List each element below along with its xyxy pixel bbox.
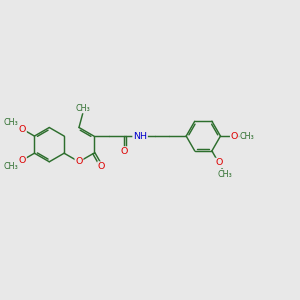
Text: CH₃: CH₃ bbox=[4, 162, 19, 171]
Text: CH₃: CH₃ bbox=[240, 132, 255, 141]
Text: O: O bbox=[121, 147, 128, 156]
Text: O: O bbox=[19, 156, 26, 165]
Text: CH₃: CH₃ bbox=[218, 169, 233, 178]
Text: O: O bbox=[215, 158, 223, 167]
Text: O: O bbox=[75, 157, 83, 166]
Text: CH₃: CH₃ bbox=[4, 118, 19, 127]
Text: CH₃: CH₃ bbox=[75, 103, 90, 112]
Text: O: O bbox=[98, 162, 105, 171]
Text: O: O bbox=[231, 132, 238, 141]
Text: O: O bbox=[19, 124, 26, 134]
Text: NH: NH bbox=[133, 132, 147, 141]
